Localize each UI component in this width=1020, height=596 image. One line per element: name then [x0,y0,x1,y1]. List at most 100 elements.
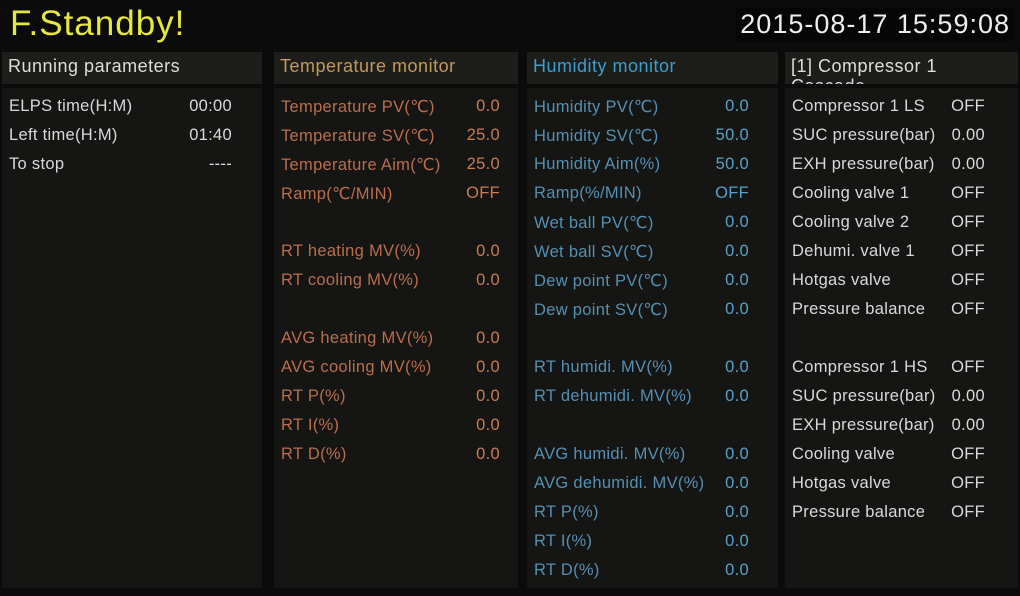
param-label: Ramp(%/MIN) [534,184,642,202]
table-row: Cooling valve 1 OFF [785,179,1018,208]
table-row: Dew point SV(℃) 0.0 [527,295,778,324]
param-value: 0.0 [476,242,500,260]
table-row: Temperature SV(℃) 25.0 [274,121,518,150]
param-label: SUC pressure(bar) [792,387,936,405]
param-label: Temperature PV(℃) [281,97,435,116]
param-value: 0.00 [951,155,985,173]
param-label: RT heating MV(%) [281,242,421,260]
param-label: ELPS time(H:M) [9,97,133,115]
table-row: RT D(%) 0.0 [527,556,778,585]
param-value: 0.0 [725,300,749,318]
panel-title-humidity-monitor: Humidity monitor [527,52,778,84]
table-row: Wet ball PV(℃) 0.0 [527,208,778,237]
param-value: OFF [951,358,985,376]
table-row: Pressure balance OFF [785,498,1018,527]
param-value: 01:40 [189,126,232,144]
param-label: RT P(%) [534,503,599,521]
param-label: Wet ball PV(℃) [534,213,654,232]
param-value: OFF [715,184,749,202]
param-value: OFF [951,97,985,115]
table-row: RT P(%) 0.0 [274,382,518,411]
param-value: OFF [951,300,985,318]
param-value: 50.0 [715,155,749,173]
param-label: Compressor 1 HS [792,358,928,376]
panel-body-humidity-monitor: Humidity PV(℃) 0.0 Humidity SV(℃) 50.0 Humid… [527,88,778,588]
param-label: AVG heating MV(%) [281,329,434,347]
param-value: 0.0 [725,213,749,231]
param-label: Cooling valve 2 [792,213,910,231]
table-row: Dehumi. valve 1 OFF [785,237,1018,266]
param-label: Temperature Aim(℃) [281,155,441,174]
table-row: Cooling valve 2 OFF [785,208,1018,237]
table-row: Pressure balance OFF [785,295,1018,324]
table-row: Humidity Aim(%) 50.0 [527,150,778,179]
param-value: OFF [951,445,985,463]
table-row: SUC pressure(bar) 0.00 [785,121,1018,150]
table-row: RT I(%) 0.0 [274,411,518,440]
table-row: Cooling valve OFF [785,440,1018,469]
param-value: 0.0 [476,329,500,347]
table-row: Temperature Aim(℃) 25.0 [274,150,518,179]
param-value: 0.0 [476,358,500,376]
param-label: Hotgas valve [792,474,891,492]
param-value: 0.00 [951,387,985,405]
param-label: Cooling valve 1 [792,184,910,202]
table-row: EXH pressure(bar) 0.00 [785,411,1018,440]
panel-body-temperature-monitor: Temperature PV(℃) 0.0 Temperature SV(℃) 25.… [274,88,518,588]
panel-title-running-parameters: Running parameters [2,52,262,84]
param-value: OFF [466,184,500,202]
param-value: 0.0 [476,271,500,289]
param-value: 0.00 [951,126,985,144]
param-label: Left time(H:M) [9,126,118,144]
param-label: EXH pressure(bar) [792,416,935,434]
status-title: F.Standby! [10,4,186,43]
param-value: 0.0 [725,387,749,405]
table-row: SUC pressure(bar) 0.00 [785,382,1018,411]
param-label: Dew point PV(℃) [534,271,668,290]
param-label: Humidity PV(℃) [534,97,659,116]
panel-humidity-monitor: Humidity monitor Humidity PV(℃) 0.0 Humidi… [527,52,778,588]
table-row: Humidity SV(℃) 50.0 [527,121,778,150]
table-row: RT P(%) 0.0 [527,498,778,527]
param-value: OFF [951,242,985,260]
table-row: RT humidi. MV(%) 0.0 [527,353,778,382]
table-row: AVG cooling MV(%) 0.0 [274,353,518,382]
table-row: Ramp(%/MIN) OFF [527,179,778,208]
param-value: 00:00 [189,97,232,115]
param-value: OFF [951,184,985,202]
param-value: 0.0 [725,445,749,463]
param-label: RT D(%) [281,445,347,463]
table-row: ELPS time(H:M) 00:00 [2,92,262,121]
table-row: Hotgas valve OFF [785,266,1018,295]
param-value: 0.0 [725,503,749,521]
table-row: AVG humidi. MV(%) 0.0 [527,440,778,469]
param-label: RT cooling MV(%) [281,271,420,289]
param-label: Pressure balance [792,503,926,521]
panel-temperature-monitor: Temperature monitor Temperature PV(℃) 0.0… [274,52,518,588]
table-row: Temperature PV(℃) 0.0 [274,92,518,121]
param-value: OFF [951,474,985,492]
datetime-display: 2015-08-17 15:59:08 [736,8,1014,41]
table-row: Humidity PV(℃) 0.0 [527,92,778,121]
table-row: RT dehumidi. MV(%) 0.0 [527,382,778,411]
param-label: Ramp(℃/MIN) [281,184,393,203]
table-row: AVG dehumidi. MV(%) 0.0 [527,469,778,498]
table-row: AVG heating MV(%) 0.0 [274,324,518,353]
param-value: 25.0 [466,126,500,144]
panel-body-compressor-cascade: Compressor 1 LS OFF SUC pressure(bar) 0.00 E… [785,88,1018,588]
param-value: 25.0 [466,155,500,173]
param-label: SUC pressure(bar) [792,126,936,144]
param-label: Compressor 1 LS [792,97,925,115]
param-label: RT dehumidi. MV(%) [534,387,692,405]
param-value: 0.0 [476,387,500,405]
table-row: Compressor 1 LS OFF [785,92,1018,121]
table-row: Hotgas valve OFF [785,469,1018,498]
param-value: 0.0 [725,561,749,579]
param-label: Cooling valve [792,445,895,463]
param-value: ---- [208,155,232,173]
param-value: OFF [951,271,985,289]
table-row: To stop ---- [2,150,262,179]
panel-title-temperature-monitor: Temperature monitor [274,52,518,84]
param-label: EXH pressure(bar) [792,155,935,173]
